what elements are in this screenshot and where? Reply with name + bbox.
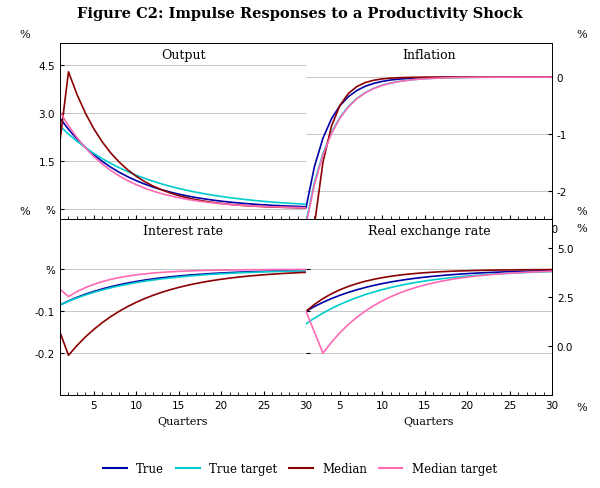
Legend: True, True target, Median, Median target: True, True target, Median, Median target [98, 457, 502, 480]
X-axis label: Quarters: Quarters [404, 416, 454, 426]
Text: Figure C2: Impulse Responses to a Productivity Shock: Figure C2: Impulse Responses to a Produc… [77, 7, 523, 21]
X-axis label: Quarters: Quarters [158, 416, 208, 426]
Text: Real exchange rate: Real exchange rate [368, 225, 490, 238]
Text: Interest rate: Interest rate [143, 225, 223, 238]
Text: %: % [20, 206, 31, 216]
Text: %: % [577, 223, 587, 233]
Text: %: % [577, 402, 587, 412]
Text: %: % [577, 206, 587, 216]
Text: %: % [20, 30, 31, 41]
Text: Output: Output [161, 49, 205, 62]
Text: %: % [577, 30, 587, 41]
Text: Inflation: Inflation [402, 49, 456, 62]
